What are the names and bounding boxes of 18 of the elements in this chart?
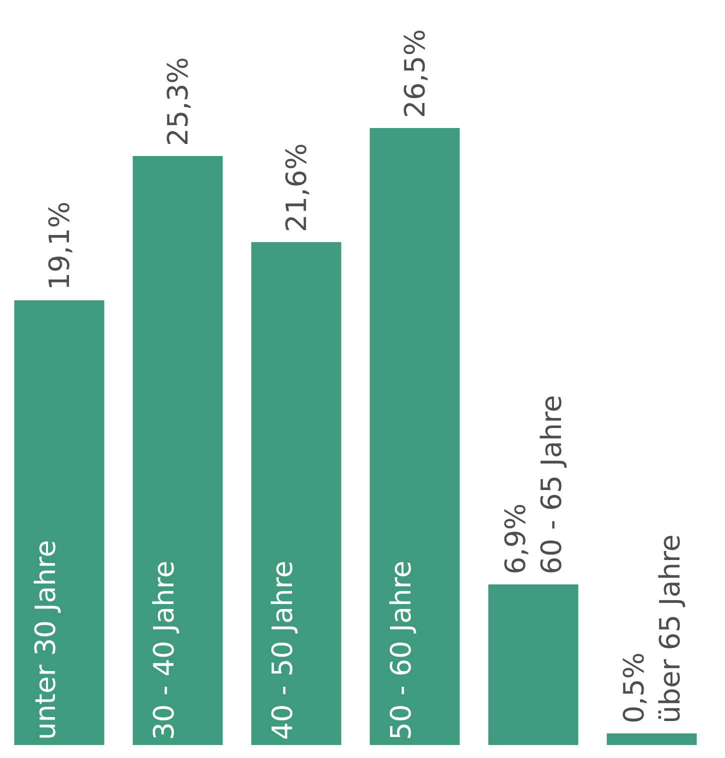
x-tick-label: 30 - 40 Jahre <box>147 560 180 740</box>
data-label: 21,6% <box>280 143 313 232</box>
bar <box>132 156 223 745</box>
data-label: 26,5% <box>398 29 432 118</box>
data-label: 19,1% <box>42 201 76 290</box>
x-tick-label: 60 - 65 Jahre <box>534 394 568 574</box>
x-tick-label: über 65 Jahre <box>653 534 686 724</box>
bar <box>14 300 104 745</box>
bar <box>488 584 578 745</box>
x-tick-label: 50 - 60 Jahre <box>384 560 418 740</box>
x-tick-label: unter 30 Jahre <box>28 540 62 740</box>
bar <box>606 733 697 745</box>
bar <box>251 242 342 745</box>
data-label: 25,3% <box>161 56 194 146</box>
data-label: 6,9% <box>498 503 532 574</box>
bar <box>370 128 460 745</box>
x-tick-label: 40 - 50 Jahre <box>266 560 299 740</box>
data-label: 0,5% <box>617 652 650 724</box>
